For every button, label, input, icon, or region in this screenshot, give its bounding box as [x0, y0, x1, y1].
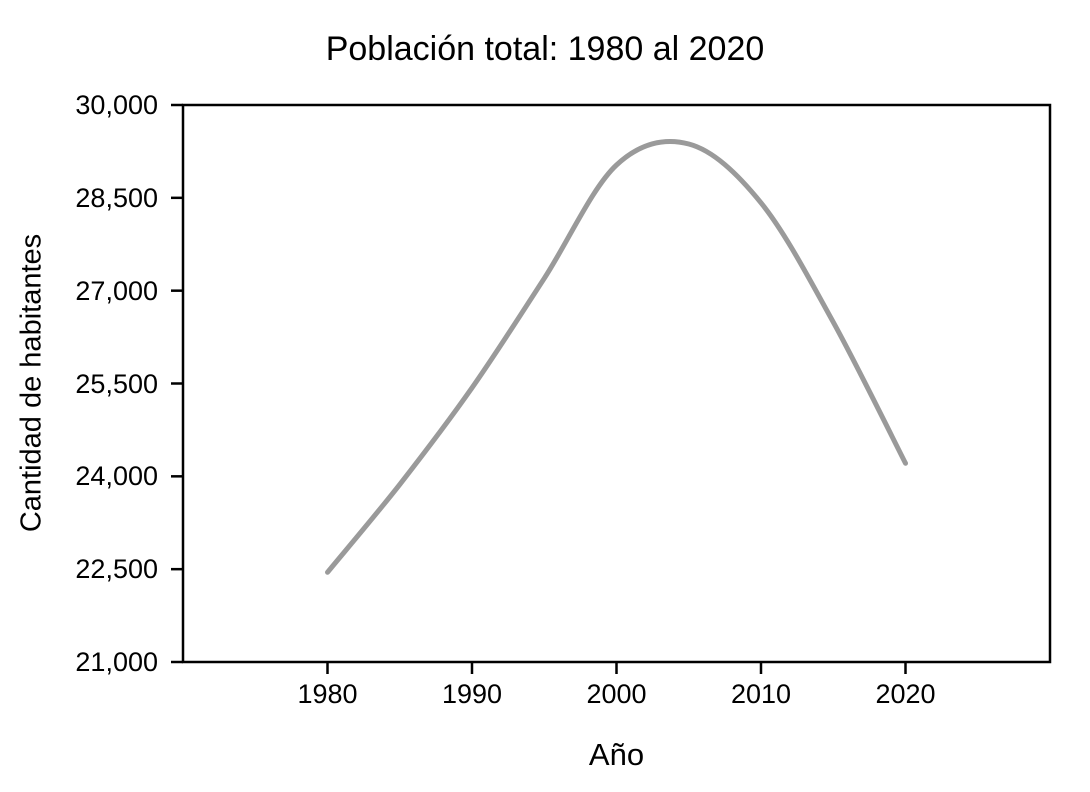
- x-tick-label: 2000: [586, 679, 647, 709]
- x-axis-label: Año: [588, 737, 645, 772]
- y-tick-label: 28,500: [75, 182, 158, 213]
- y-tick-label: 25,500: [75, 368, 158, 399]
- y-tick-label: 24,000: [75, 461, 158, 492]
- y-tick-label: 30,000: [75, 90, 158, 120]
- x-tick-label: 2010: [730, 679, 792, 709]
- x-tick-label: 1990: [441, 679, 503, 709]
- x-tick-label: 2020: [875, 679, 936, 709]
- y-tick-label: 22,500: [75, 554, 158, 585]
- chart-title: Población total: 1980 al 2020: [325, 30, 765, 68]
- x-tick-label: 1980: [297, 679, 358, 709]
- population-line: [325, 139, 908, 575]
- y-tick-label: 27,000: [75, 275, 158, 306]
- y-tick-label: 21,000: [75, 647, 158, 677]
- plot-frame: [181, 103, 1052, 664]
